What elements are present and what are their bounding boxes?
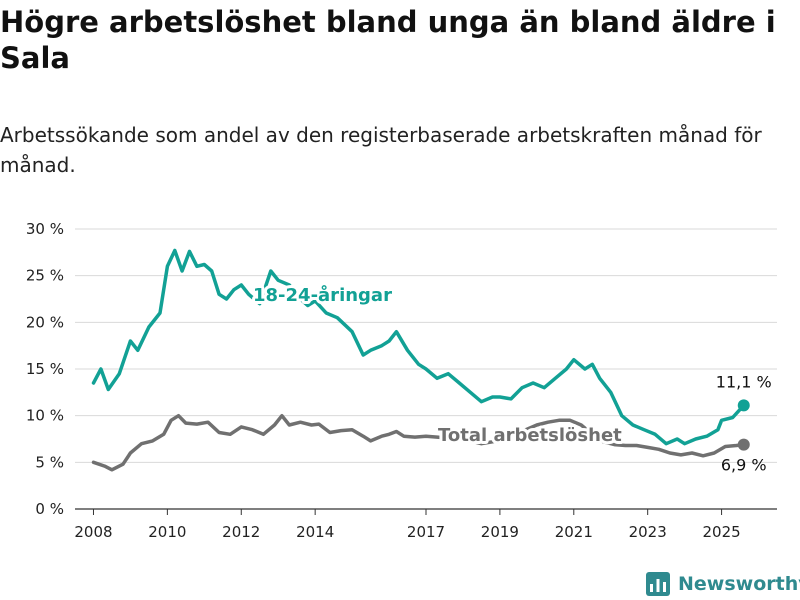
x-tick-label: 2019: [481, 523, 519, 541]
series-line-total: [91, 413, 746, 472]
x-tick-label: 2010: [148, 523, 186, 541]
x-tick-label: 2008: [74, 523, 112, 541]
end-label-total: 6,9 %: [721, 456, 767, 475]
chart-title: Högre arbetslöshet bland unga än bland ä…: [0, 5, 776, 75]
y-tick-label: 5 %: [35, 453, 64, 471]
y-tick-label: 0 %: [35, 500, 64, 518]
end-marker-youth: [737, 399, 750, 412]
y-tick-label: 10 %: [26, 407, 64, 425]
x-tick-label: 2023: [629, 523, 667, 541]
bar-chart-logo-icon: [646, 572, 670, 596]
line-chart: 0 % 5 % 10 % 15 % 20 % 25 % 30 % 2008 2010 2012 20…: [26, 220, 777, 541]
y-tick-label: 15 %: [26, 360, 64, 378]
y-tick-label: 25 %: [26, 267, 64, 285]
chart-subtitle: Arbetssökande som andel av den registerb…: [0, 123, 762, 177]
y-tick-label: 30 %: [26, 220, 64, 238]
brand[interactable]: Newsworthy: [646, 569, 800, 599]
x-tick-label: 2021: [555, 523, 593, 541]
x-tick-label: 2017: [407, 523, 445, 541]
x-tick-label: 2012: [222, 523, 260, 541]
brand-name: Newsworthy: [678, 573, 800, 595]
x-tick-label: 2014: [296, 523, 334, 541]
series-label-youth: 18-24-åringar: [253, 284, 392, 306]
x-tick-label: 2025: [702, 523, 740, 541]
y-tick-label: 20 %: [26, 313, 64, 331]
end-marker-total: [737, 438, 750, 451]
series-line-youth: [91, 248, 746, 446]
end-label-youth: 11,1 %: [716, 372, 772, 391]
series-label-total: Total arbetslöshet: [438, 425, 622, 446]
